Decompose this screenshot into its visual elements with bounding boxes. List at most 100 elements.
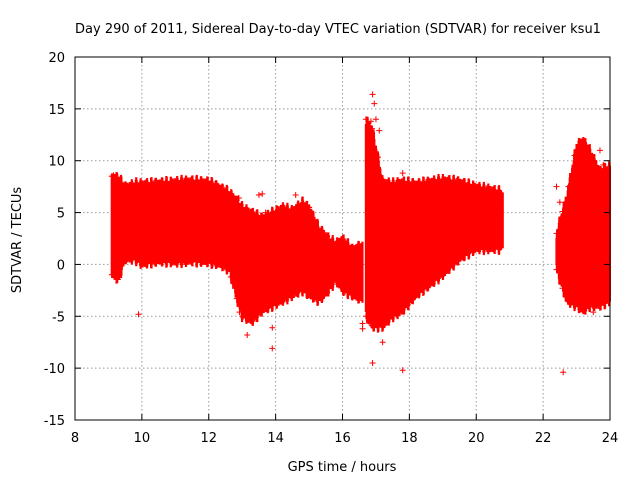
data-point	[205, 259, 212, 266]
data-point	[168, 178, 175, 185]
data-point	[356, 280, 363, 287]
data-point	[369, 91, 376, 98]
data-point	[292, 191, 299, 198]
data-point	[162, 258, 169, 265]
data-point	[393, 311, 399, 318]
data-point	[300, 287, 307, 294]
data-point	[330, 281, 337, 288]
data-point	[583, 142, 590, 149]
data-point	[465, 250, 472, 257]
data-point	[477, 184, 484, 191]
data-point	[181, 177, 188, 184]
data-point	[405, 179, 412, 186]
data-point	[300, 199, 307, 206]
data-point	[359, 325, 366, 332]
data-point	[429, 280, 436, 287]
data-point	[193, 177, 200, 184]
data-point	[227, 273, 234, 280]
data-point	[556, 199, 563, 206]
data-point	[233, 295, 240, 302]
data-point	[553, 266, 560, 273]
data-point	[411, 180, 418, 187]
data-point	[459, 254, 466, 261]
data-point	[348, 291, 355, 298]
data-point	[386, 316, 393, 323]
data-point	[259, 190, 266, 197]
data-point	[211, 181, 218, 188]
data-point	[601, 165, 608, 172]
data-point	[379, 339, 386, 346]
data-point	[269, 345, 276, 352]
data-point	[162, 179, 169, 186]
data-point	[281, 296, 288, 303]
data-point	[275, 299, 282, 306]
data-point	[441, 176, 448, 183]
data-point	[144, 260, 151, 267]
data-point	[367, 118, 374, 125]
data-point	[174, 259, 181, 266]
data-point	[495, 245, 502, 252]
data-point	[435, 177, 442, 184]
data-point	[269, 209, 276, 216]
data-point	[239, 313, 246, 320]
data-point	[135, 311, 142, 318]
data-point	[138, 261, 145, 268]
chart-title: Day 290 of 2011, Sidereal Day-to-day VTE…	[75, 22, 601, 37]
data-point	[199, 258, 206, 265]
x-tick-label: 10	[134, 431, 151, 446]
data-point	[245, 207, 252, 214]
data-point	[181, 258, 188, 265]
data-point	[156, 179, 163, 186]
y-tick-label: 0	[57, 258, 65, 273]
data-point	[453, 259, 460, 266]
data-point	[453, 178, 460, 185]
data-point	[560, 369, 567, 376]
y-tick-label: 15	[48, 103, 65, 118]
data-point	[553, 230, 560, 237]
data-point	[114, 276, 121, 283]
data-point	[221, 186, 228, 193]
data-point	[559, 285, 566, 292]
data-point	[371, 100, 378, 107]
data-point	[380, 178, 387, 185]
data-point	[263, 305, 270, 312]
data-point	[429, 178, 436, 185]
data-point	[600, 161, 607, 168]
data-point	[374, 154, 381, 161]
x-tick-label: 8	[71, 431, 79, 446]
data-point	[348, 244, 355, 251]
data-point	[583, 305, 590, 312]
data-point	[269, 324, 276, 331]
data-point	[399, 170, 406, 177]
data-point	[417, 289, 424, 296]
data-point	[126, 256, 133, 263]
data-point	[565, 183, 572, 190]
y-tick-label: -5	[52, 310, 65, 325]
y-tick-label: 10	[48, 155, 65, 170]
data-point	[236, 309, 243, 316]
data-point	[294, 290, 301, 297]
data-point	[368, 322, 375, 329]
data-point	[362, 313, 369, 320]
data-point	[306, 292, 313, 299]
data-point	[435, 275, 442, 282]
data-point	[483, 245, 490, 252]
data-point	[288, 293, 295, 300]
data-point	[489, 245, 496, 252]
data-point	[423, 178, 430, 185]
data-point	[257, 214, 264, 221]
data-point	[405, 301, 412, 308]
data-point	[144, 180, 151, 187]
data-point	[193, 258, 200, 265]
data-point	[275, 206, 282, 213]
data-point	[374, 323, 381, 330]
data-point	[411, 294, 418, 301]
y-axis-label: SDTVAR / TECUs	[10, 187, 25, 294]
data-point	[257, 309, 264, 316]
data-point	[120, 181, 127, 188]
data-point	[150, 259, 157, 266]
data-point	[255, 191, 262, 198]
data-point	[601, 300, 608, 307]
data-point	[156, 258, 163, 265]
data-point	[108, 271, 115, 278]
